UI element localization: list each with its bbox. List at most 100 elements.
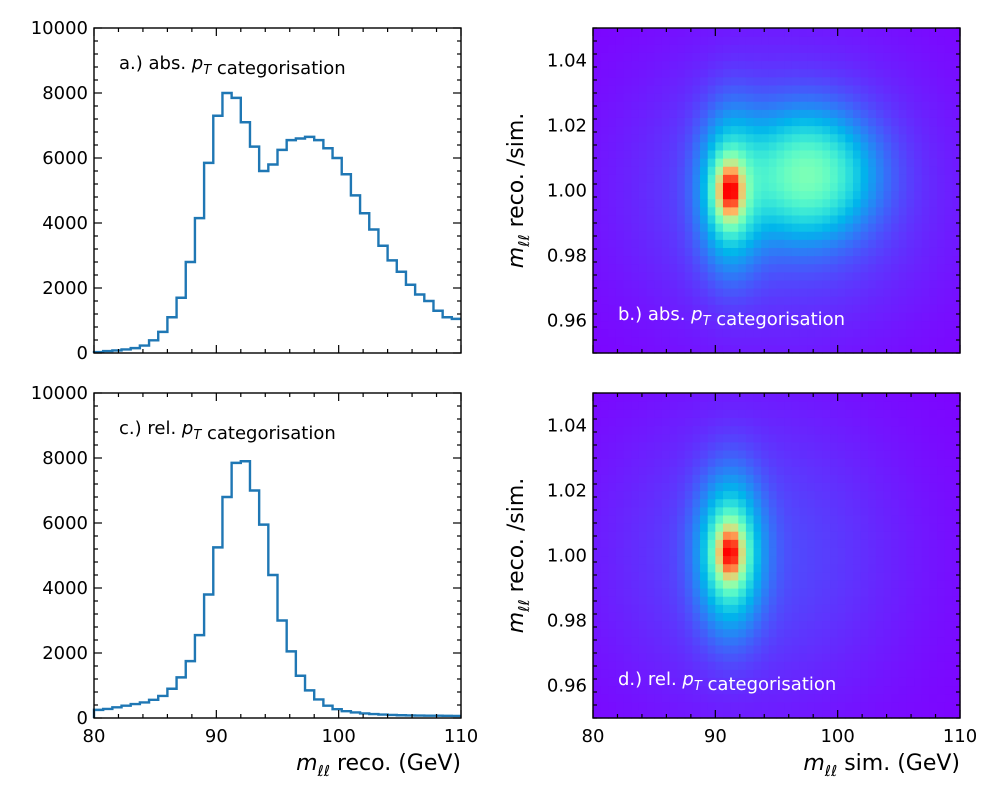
heatmap-cell — [615, 44, 625, 53]
heatmap-cell — [730, 328, 739, 338]
heatmap-cell — [937, 612, 946, 622]
heatmap-cell — [860, 555, 869, 565]
heatmap-cell — [944, 636, 953, 646]
heatmap-cell — [661, 523, 671, 532]
heatmap-cell — [615, 596, 625, 605]
heatmap-cell — [623, 133, 632, 143]
heatmap-cell — [784, 125, 793, 135]
heatmap-cell — [593, 190, 602, 200]
heatmap-cell — [615, 514, 625, 524]
heatmap-cell — [753, 109, 762, 118]
heatmap-cell — [692, 76, 701, 86]
heatmap-cell — [929, 539, 938, 548]
heatmap-cell — [852, 190, 862, 200]
heatmap-cell — [623, 279, 632, 289]
heatmap-cell — [768, 263, 778, 273]
heatmap-cell — [898, 669, 908, 678]
heatmap-cell — [608, 401, 617, 410]
heatmap-cell — [669, 531, 678, 540]
heatmap-cell — [623, 417, 632, 427]
heatmap-cell — [837, 596, 846, 605]
heatmap-cell — [822, 141, 831, 151]
heatmap-cell — [868, 28, 877, 37]
heatmap-cell — [715, 52, 724, 62]
heatmap-cell — [868, 174, 877, 183]
heatmap-cell — [875, 417, 885, 427]
heatmap-cell — [937, 52, 946, 62]
heatmap-cell — [791, 628, 801, 638]
heatmap-cell — [722, 693, 732, 703]
heatmap-cell — [898, 628, 908, 638]
heatmap-cell — [715, 263, 724, 273]
heatmap-cell — [753, 417, 762, 427]
heatmap-cell — [868, 709, 877, 719]
heatmap-cell — [684, 490, 693, 500]
heatmap-cell — [768, 669, 778, 678]
heatmap-cell — [868, 677, 877, 687]
heatmap-cell — [944, 28, 953, 37]
heatmap-cell — [845, 449, 854, 459]
heatmap-cell — [776, 93, 785, 102]
heatmap-cell — [684, 677, 693, 687]
heatmap-cell — [646, 588, 655, 597]
heatmap-cell — [646, 133, 655, 143]
heatmap-cell — [631, 409, 640, 418]
heatmap-cell — [615, 474, 625, 483]
heatmap-cell — [807, 166, 816, 175]
heatmap-cell — [868, 60, 877, 70]
heatmap-cell — [807, 117, 816, 127]
heatmap-cell — [883, 482, 892, 492]
heatmap-cell — [646, 198, 655, 208]
heatmap-cell — [830, 44, 839, 53]
heatmap-cell — [684, 263, 693, 273]
heatmap-cell — [615, 644, 625, 654]
heatmap-cell — [615, 669, 625, 678]
heatmap-cell — [852, 482, 862, 492]
heatmap-cell — [593, 84, 602, 94]
heatmap-cell — [868, 653, 877, 662]
heatmap-cell — [715, 417, 724, 427]
heatmap-cell — [623, 571, 632, 581]
heatmap-cell — [654, 669, 663, 678]
heatmap-cell — [615, 158, 625, 167]
heatmap-cell — [631, 174, 640, 183]
heatmap-cell — [776, 239, 785, 248]
heatmap-cell — [700, 498, 709, 508]
heatmap-cell — [898, 531, 908, 540]
heatmap-cell — [791, 149, 801, 159]
heatmap-cell — [898, 677, 908, 687]
heatmap-cell — [730, 693, 739, 703]
heatmap-cell — [753, 336, 762, 346]
heatmap-cell — [715, 539, 724, 548]
heatmap-cell — [768, 288, 778, 297]
heatmap-cell — [891, 709, 900, 719]
heatmap-cell — [608, 490, 617, 500]
heatmap-cell — [692, 490, 701, 500]
heatmap-cell — [845, 693, 854, 703]
heatmap-cell — [768, 644, 778, 654]
heatmap-cell — [776, 644, 785, 654]
heatmap-cell — [807, 328, 816, 338]
heatmap-cell — [883, 141, 892, 151]
heatmap-cell — [631, 93, 640, 102]
heatmap-cell — [738, 482, 747, 492]
heatmap-cell — [761, 93, 770, 102]
heatmap-cell — [707, 304, 716, 313]
heatmap-cell — [929, 320, 938, 330]
heatmap-cell — [799, 539, 808, 548]
heatmap-cell — [860, 409, 869, 418]
heatmap-cell — [807, 279, 816, 289]
heatmap-cell — [768, 636, 778, 646]
heatmap-cell — [852, 44, 862, 53]
heatmap-cell — [799, 628, 808, 638]
heatmap-cell — [784, 701, 793, 711]
heatmap-cell — [845, 247, 854, 257]
heatmap-cell — [715, 76, 724, 86]
heatmap-cell — [860, 93, 869, 102]
heatmap-cell — [745, 677, 755, 687]
heatmap-cell — [768, 588, 778, 597]
heatmap-cell — [738, 174, 747, 183]
heatmap-cell — [707, 36, 716, 45]
heatmap-cell — [852, 76, 862, 86]
